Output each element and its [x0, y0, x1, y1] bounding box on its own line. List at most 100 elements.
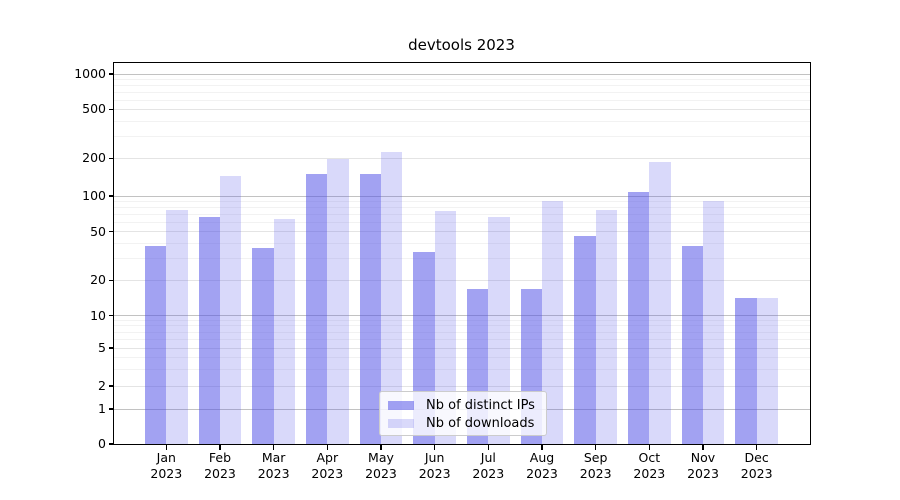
- bar-distinct-ips: [735, 298, 757, 444]
- y-axis-tick-mark: [108, 347, 114, 349]
- bar-downloads: [488, 217, 510, 444]
- gridline-minor: [113, 99, 811, 101]
- x-axis-tick-mark: [273, 445, 275, 450]
- gridline-minor: [113, 368, 811, 370]
- bar-downloads: [327, 158, 349, 444]
- chart-title: devtools 2023: [408, 36, 515, 54]
- bar-distinct-ips: [305, 173, 328, 444]
- legend: Nb of distinct IPs Nb of downloads: [379, 391, 547, 436]
- gridline-minor: [113, 120, 811, 122]
- y-axis-tick-mark: [108, 108, 114, 110]
- x-tick-month: Apr: [316, 450, 339, 465]
- y-axis-tick-mark: [108, 73, 114, 75]
- gridline-minor: [113, 325, 811, 327]
- x-tick-year: 2023: [579, 466, 612, 481]
- y-axis-tick-mark: [108, 231, 114, 233]
- legend-swatch-distinct-ips: [388, 400, 414, 410]
- x-axis-tick-mark: [756, 445, 758, 450]
- x-axis-tick-mark: [487, 445, 490, 450]
- y-axis-tick-label: 20: [90, 272, 106, 288]
- gridline: [113, 108, 811, 110]
- x-tick-month: Mar: [261, 450, 286, 465]
- x-axis-tick-label: Jun 2023: [404, 450, 466, 482]
- x-tick-month: Jan: [156, 450, 176, 465]
- x-tick-month: Nov: [690, 450, 716, 465]
- legend-item-downloads: Nb of downloads: [388, 414, 538, 432]
- gridline-minor: [113, 78, 811, 80]
- y-axis-tick-mark: [108, 195, 114, 197]
- bar-downloads: [756, 298, 779, 444]
- bar-distinct-ips: [627, 191, 650, 444]
- x-axis-tick-label: May 2023: [350, 450, 412, 482]
- x-tick-month: Dec: [744, 450, 769, 465]
- axis-spine-bottom: [113, 443, 811, 446]
- x-tick-month: Jul: [480, 450, 496, 465]
- x-axis-tick-label: Feb 2023: [189, 450, 251, 482]
- bar-downloads: [541, 201, 564, 444]
- gridline: [113, 231, 811, 233]
- x-tick-year: 2023: [150, 466, 183, 481]
- y-axis-tick-mark: [108, 385, 114, 387]
- bar-distinct-ips: [144, 246, 167, 444]
- legend-item-distinct-ips: Nb of distinct IPs: [388, 396, 538, 414]
- y-axis-tick-label: 10: [90, 307, 106, 323]
- y-axis-tick-mark: [108, 443, 114, 445]
- gridline-minor: [113, 221, 811, 223]
- x-axis-tick-mark: [648, 445, 651, 450]
- x-axis-tick-label: Sep 2023: [565, 450, 627, 482]
- x-axis-tick-mark: [326, 445, 328, 450]
- gridline-minor: [113, 213, 811, 215]
- bar-distinct-ips: [198, 217, 220, 444]
- bar-downloads: [166, 210, 188, 444]
- x-tick-month: Aug: [529, 450, 555, 465]
- y-axis-tick-label: 1: [98, 401, 106, 416]
- x-tick-year: 2023: [740, 466, 773, 481]
- y-axis-tick-label: 200: [82, 150, 106, 166]
- gridline-minor: [113, 91, 811, 93]
- y-axis-tick-mark: [108, 279, 114, 282]
- axis-spine-right: [809, 62, 811, 445]
- x-tick-year: 2023: [418, 466, 451, 481]
- x-tick-month: May: [368, 450, 394, 465]
- y-axis-tick-label: 500: [82, 101, 106, 117]
- x-tick-year: 2023: [257, 466, 290, 481]
- gridline-minor: [113, 338, 811, 340]
- bar-distinct-ips: [252, 247, 274, 444]
- bar-downloads: [434, 210, 457, 444]
- x-tick-year: 2023: [633, 466, 666, 481]
- axis-spine-left: [113, 62, 115, 445]
- x-axis-tick-label: Aug 2023: [511, 450, 573, 482]
- bar-distinct-ips: [574, 236, 596, 444]
- gridline-minor: [113, 84, 811, 86]
- bar-distinct-ips: [681, 246, 703, 444]
- gridline-minor: [113, 243, 811, 245]
- y-axis-tick-mark: [108, 408, 114, 410]
- gridline-minor: [113, 319, 811, 321]
- y-axis-tick-label: 1000: [74, 66, 106, 81]
- gridline-major: [113, 315, 811, 316]
- x-tick-year: 2023: [204, 466, 236, 481]
- y-axis-tick-label: 100: [82, 188, 106, 203]
- x-axis-tick-label: Jul 2023: [457, 450, 519, 482]
- bar-downloads: [703, 200, 725, 444]
- gridline-minor: [113, 331, 811, 333]
- x-tick-month: Oct: [638, 450, 661, 465]
- plot-area: [113, 62, 811, 444]
- legend-label-downloads: Nb of downloads: [426, 415, 535, 431]
- x-axis-tick-mark: [219, 445, 221, 450]
- y-axis-tick-label: 2: [98, 378, 106, 393]
- gridline-minor: [113, 200, 811, 202]
- bar-downloads: [380, 152, 403, 444]
- x-tick-year: 2023: [311, 466, 344, 481]
- x-axis-tick-label: Oct 2023: [618, 450, 680, 482]
- y-axis-tick-label: 0: [98, 436, 106, 451]
- bar-downloads: [219, 175, 242, 444]
- x-tick-month: Sep: [583, 450, 608, 465]
- bar-downloads: [273, 218, 296, 444]
- x-axis-tick-mark: [702, 445, 704, 450]
- x-tick-year: 2023: [526, 466, 558, 481]
- gridline-minor: [113, 136, 811, 138]
- x-tick-year: 2023: [472, 466, 505, 481]
- y-axis-tick-label: 5: [98, 340, 106, 355]
